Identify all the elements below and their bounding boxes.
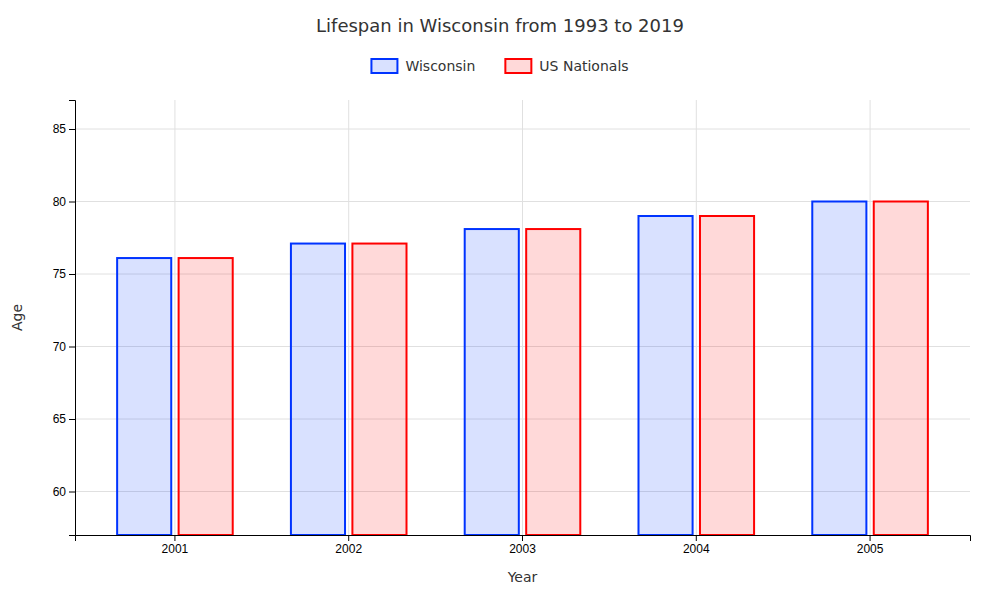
y-axis: 60 65 70 75 80 85 (53, 101, 76, 536)
x-tick-label: 2004 (683, 542, 710, 556)
x-grid-line (174, 100, 175, 535)
bars (117, 202, 928, 536)
x-grid-line (870, 100, 871, 535)
y-tick-mark (69, 492, 75, 493)
x-tick-mark (696, 535, 697, 541)
y-tick: 60 (53, 485, 75, 499)
x-tick-label: 2002 (335, 542, 362, 556)
x-axis: 2001 2002 2003 2004 2005 (76, 535, 971, 556)
bar (638, 216, 692, 535)
x-tick-mark (522, 535, 523, 541)
bar (526, 229, 580, 535)
title: Lifespan in Wisconsin from 1993 to 2019 (316, 15, 684, 36)
x-grid-line (522, 100, 523, 535)
x-tick: 2002 (335, 535, 362, 556)
y-tick: 85 (53, 122, 75, 136)
y-tick: 75 (53, 267, 75, 281)
y-tick-label: 85 (53, 122, 67, 136)
x-tick: 2005 (857, 535, 884, 556)
y-tick-label: 75 (53, 267, 67, 281)
x-axis-line (76, 536, 971, 542)
x-grid-line (348, 100, 349, 535)
bar (117, 258, 171, 535)
y-tick-label: 60 (53, 485, 67, 499)
legend-label: Wisconsin (405, 58, 475, 74)
x-tick-label: 2005 (857, 542, 884, 556)
bar-series (179, 202, 928, 536)
legend-entry: Wisconsin (371, 58, 475, 74)
x-tick: 2001 (162, 535, 189, 556)
x-tick-mark (870, 535, 871, 541)
bar (291, 244, 345, 535)
bar (179, 258, 233, 535)
bar-series (117, 202, 866, 536)
y-tick-label: 70 (53, 340, 67, 354)
x-tick-label: 2003 (509, 542, 536, 556)
y-tick-label: 80 (53, 195, 67, 209)
y-tick: 70 (53, 340, 75, 354)
plot: 60 65 70 75 80 85 2001 2002 2003 2004 2005 (53, 100, 971, 556)
x-tick: 2003 (509, 535, 536, 556)
legend-entry: US Nationals (505, 58, 628, 74)
bar (812, 202, 866, 536)
y-tick: 80 (53, 195, 75, 209)
y-tick-label: 65 (53, 412, 67, 426)
bar (352, 244, 406, 535)
y-axis-line (69, 101, 76, 536)
legend-swatch (505, 59, 531, 73)
x-axis-title: Year (507, 569, 538, 585)
bar (465, 229, 519, 535)
grid (75, 100, 970, 535)
y-tick-mark (69, 129, 75, 130)
y-tick: 65 (53, 412, 75, 426)
y-tick-mark (69, 202, 75, 203)
x-grid-line (696, 100, 697, 535)
y-tick-mark (69, 347, 75, 348)
x-tick-mark (348, 535, 349, 541)
legend: Wisconsin US Nationals (371, 58, 628, 74)
y-tick-mark (69, 419, 75, 420)
x-tick: 2004 (683, 535, 710, 556)
bar (700, 216, 754, 535)
x-tick-mark (174, 535, 175, 541)
y-axis-title: Age (9, 304, 25, 331)
y-tick-mark (69, 274, 75, 275)
chart: 60 65 70 75 80 85 2001 2002 2003 2004 2005 Year Age L… (0, 0, 1000, 600)
legend-swatch (371, 59, 397, 73)
legend-label: US Nationals (539, 58, 628, 74)
bar (874, 202, 928, 536)
x-tick-label: 2001 (162, 542, 189, 556)
